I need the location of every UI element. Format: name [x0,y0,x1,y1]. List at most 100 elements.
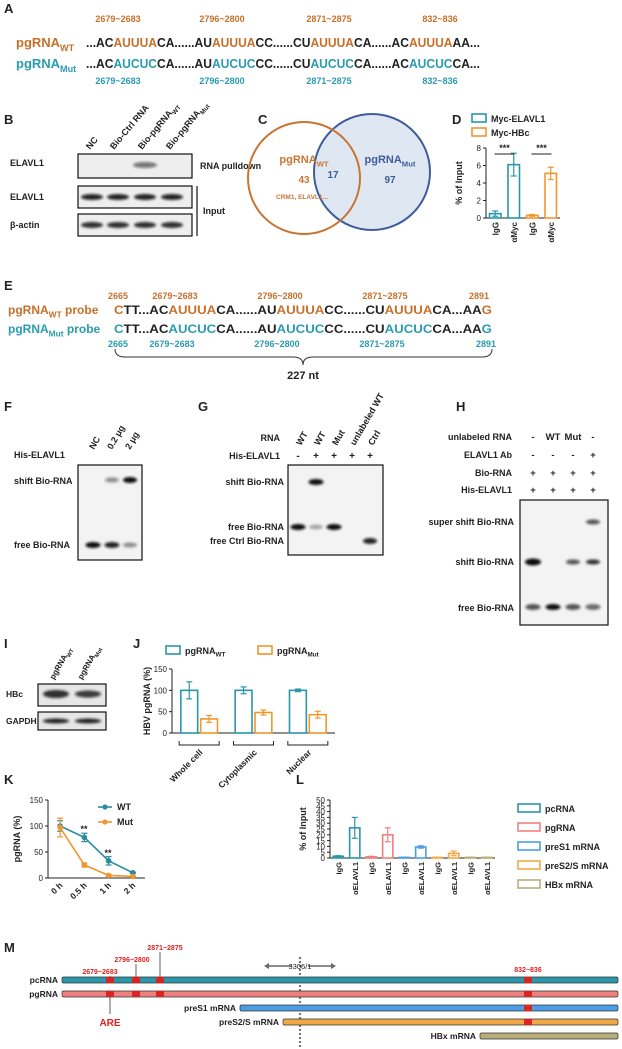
sequence-part: CA......AC [354,36,409,50]
row-label: His-ELAVL1 [14,450,65,460]
sign: + [570,468,576,479]
legend-swatch [517,879,541,889]
gel-band [585,604,601,610]
text-part: pgRNA [16,35,61,50]
y-tick-label: 0 [39,874,44,883]
line [59,825,134,874]
position-label: 2796~2800 [257,291,302,301]
row-label: His-ELAVL1 [461,485,512,495]
position-label: 2665 [108,291,128,301]
label: shift Bio-RNA [14,476,73,486]
site-mark [524,1019,532,1025]
position-label: 2679~2683 [152,291,197,301]
sign: + [590,485,596,496]
panel-label: H [456,399,465,414]
label: preS1 mRNA [184,1003,236,1013]
bar [288,689,308,734]
legend-label: Myc-ELAVL1 [491,114,545,124]
site-mark [132,977,140,983]
gel-band [309,524,323,530]
gel-band [586,559,600,565]
sequence-label: pgRNAMut probe [8,322,101,339]
lane-label: pgRNAMut [76,644,104,682]
sign: + [313,451,319,462]
sequence-label: pgRNAWT [16,35,75,53]
lane-label: WT [312,429,328,447]
sequence: CTT...AC AUUUA CA......AU AUUUA CC......CU AU… [114,303,492,317]
sequence-part: CA......AU [216,322,276,336]
position-label: 2891 [476,339,496,349]
label: preS2/S mRNA [219,1017,279,1027]
x-tick-label: 1 h [97,880,113,896]
motif: AUUUA [113,36,157,50]
site-mark [132,991,140,997]
site-mark [524,991,532,997]
y-tick-label: 150 [154,665,168,674]
label: pgRNAWT [279,154,329,168]
subscript: Mut [199,102,212,116]
subscript: WT [49,310,63,320]
sign: + [349,451,355,462]
gel-band [75,718,101,724]
gel-band [123,477,137,483]
sign: + [570,485,576,496]
error-bar [260,709,267,716]
subscript: WT [317,159,329,168]
lane-label: Bio-pgRNAMut [164,99,212,153]
x-tick-label: αELAVL1 [351,862,360,895]
marker [81,834,88,841]
subscript: WT [216,652,226,659]
gel-band [134,194,156,200]
y-tick-label: 50 [316,796,325,805]
text-part: probe [62,303,99,317]
error-bar [314,710,321,719]
position-label: 832~836 [422,76,457,86]
error-bar [294,688,301,693]
motif: AUUUA [310,36,354,50]
text-part: pgRNA [279,154,316,166]
sequence: CTT...AC AUCUC CA......AU AUCUC CC......CU AU… [114,322,492,336]
position-label: 2871~2875 [359,339,404,349]
venn-circle [313,113,431,231]
row-label: ELAVL1 [10,192,44,202]
gel-band [75,690,101,698]
position-label: 832~836 [422,14,457,24]
lane-label: pgRNAWT [48,645,76,682]
motif: AUUUA [212,36,256,50]
significance: ** [104,848,112,858]
motif: AUUUA [277,303,325,317]
subscript: Mut [60,64,76,74]
sequence-label: pgRNAMut [16,56,76,74]
x-tick-label: αELAVL1 [483,862,492,895]
label: shift Bio-RNA [456,557,515,567]
legend-label: WT [117,802,131,812]
error-bar [240,686,247,695]
site-mark [156,991,164,997]
motif: AUCUC [113,57,157,71]
sequence: ...ACAUCUCCA......AUAUCUCCC......CUAUCUC… [86,57,480,71]
legend-swatch [517,841,541,851]
significance: ** [80,824,88,834]
motif: AUCUC [212,57,256,71]
sequence-part: ...AC [86,36,113,50]
y-tick-label: 40 [316,808,325,817]
brace [114,348,493,366]
sequence-part: AA... [453,36,480,50]
text-part: pgRNA [8,322,49,336]
sequence-part: TT...AC [124,322,169,336]
sign: + [590,468,596,479]
legend-swatch [471,127,487,137]
significance: *** [536,143,547,153]
label: ARE [99,1018,120,1029]
position-label: 2679~2683 [149,339,194,349]
motif: AUUUA [168,303,216,317]
sign: Mut [565,432,583,443]
error-bar [529,213,536,217]
text-part: pgRNA [365,154,402,166]
x-tick-label: IgG [400,862,409,875]
sign: + [550,468,556,479]
sign: - [531,432,534,443]
site-mark [106,977,114,983]
x-tick-label: 0.5 h [68,880,89,901]
